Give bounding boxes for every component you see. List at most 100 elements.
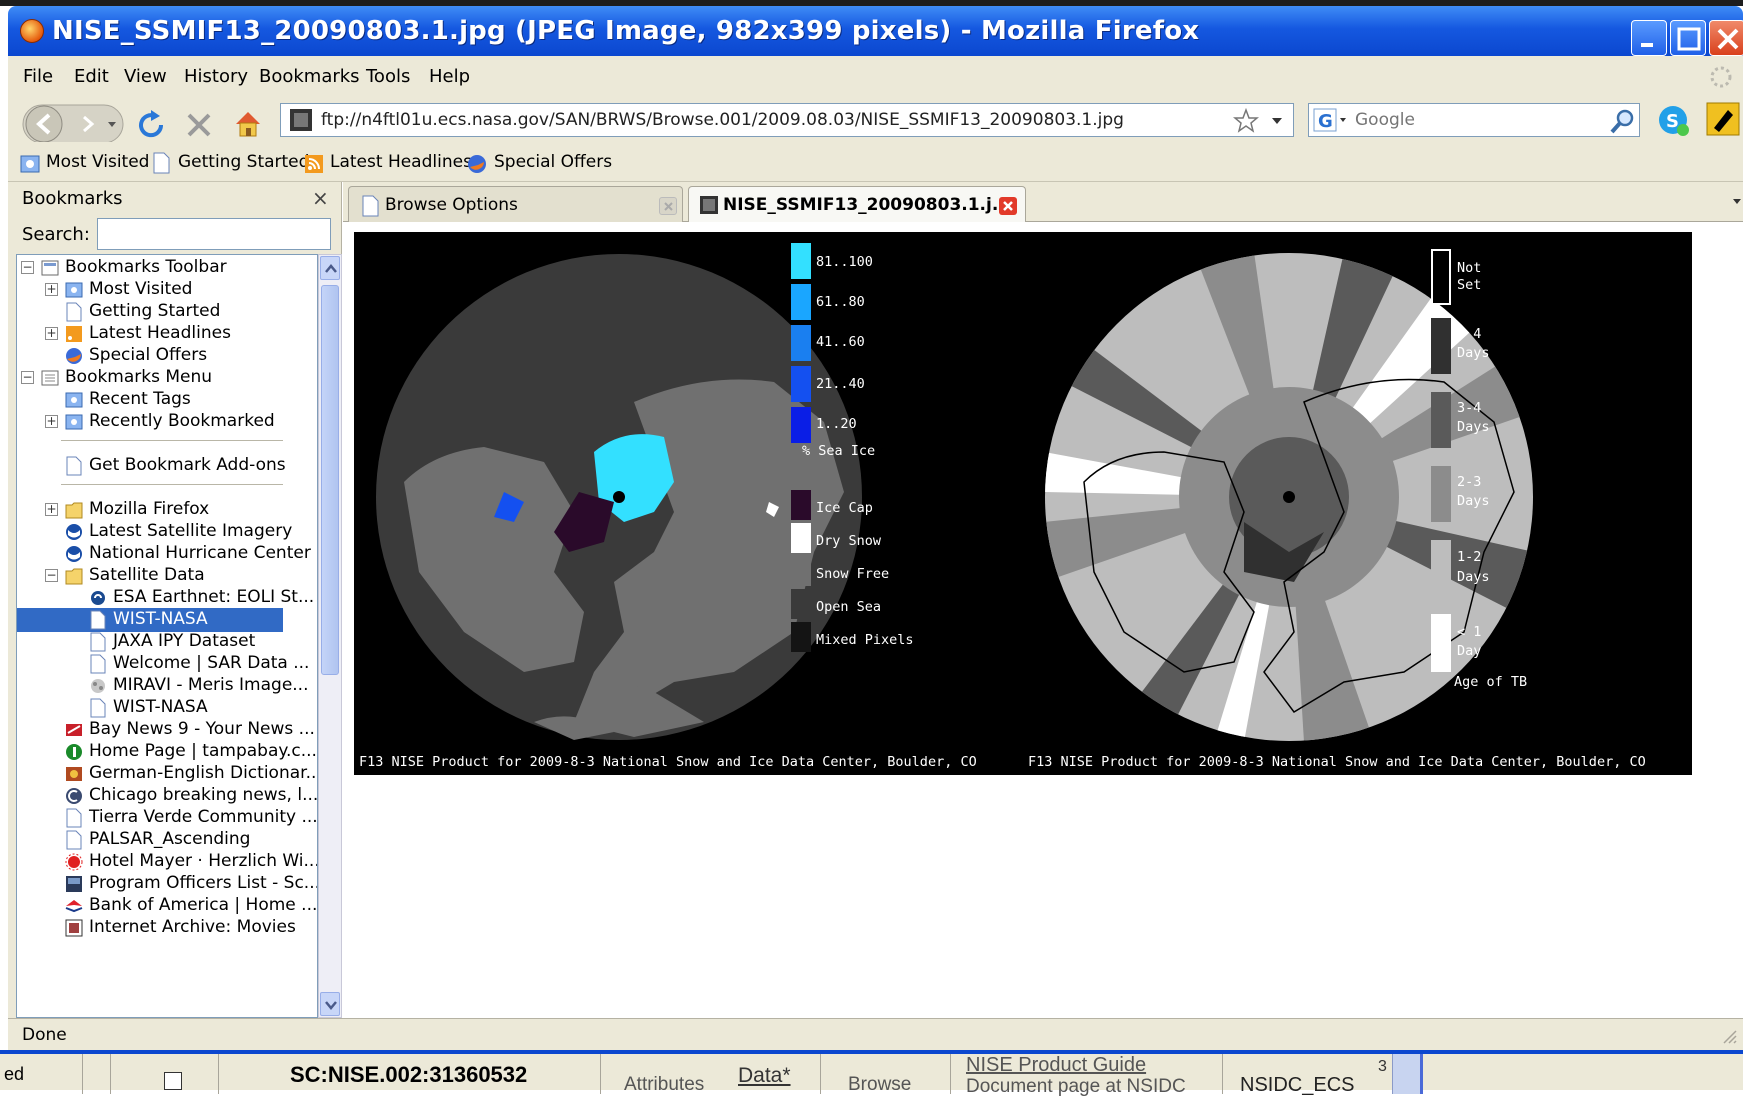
tree-item-national-hurricane-center[interactable]: National Hurricane Center — [17, 542, 317, 566]
tab-close-icon[interactable] — [999, 197, 1017, 215]
legend-label-ice-cap: Ice Cap — [816, 500, 873, 516]
search-engine-google-icon[interactable]: G — [1313, 108, 1349, 134]
bookmark-latest-headlines[interactable]: Latest Headlines — [330, 152, 472, 172]
window-title: NISE_SSMIF13_20090803.1.jpg (JPEG Image,… — [52, 16, 1200, 46]
tree-item-program-officers[interactable]: Program Officers List - Sc... — [17, 872, 317, 896]
smart-folder-icon — [65, 414, 83, 430]
menu-view[interactable]: View — [124, 66, 167, 87]
address-bar[interactable]: ftp://n4ftl01u.ecs.nasa.gov/SAN/BRWS/Bro… — [280, 103, 1294, 137]
tree-item-chicago-breaking-news[interactable]: Chicago breaking news, l... — [17, 784, 317, 808]
bookmark-special-offers[interactable]: Special Offers — [494, 152, 613, 172]
attributes-link[interactable]: Attributes — [624, 1074, 705, 1095]
tree-item-satellite-data[interactable]: − Satellite Data — [17, 564, 317, 588]
bookmark-most-visited[interactable]: Most Visited — [46, 152, 150, 172]
tree-item-miravi[interactable]: MIRAVI - Meris Image... — [17, 674, 317, 698]
minimize-button[interactable] — [1631, 20, 1667, 56]
tree-item-palsar-ascending[interactable]: PALSAR_Ascending — [17, 828, 317, 852]
folder-icon — [65, 502, 83, 519]
tab-browse-options[interactable]: Browse Options — [348, 186, 683, 222]
title-bar[interactable]: NISE_SSMIF13_20090803.1.jpg (JPEG Image,… — [8, 6, 1743, 56]
svg-text:S: S — [1666, 111, 1679, 132]
url-history-dropdown-icon[interactable] — [1271, 116, 1283, 126]
tree-item-internet-archive[interactable]: Internet Archive: Movies — [17, 916, 317, 940]
menu-help[interactable]: Help — [429, 66, 471, 87]
nise-jpeg-image: 81..100 61..80 41..60 21..40 1..20 % Sea… — [354, 232, 1692, 775]
tree-item-bay-news-9[interactable]: Bay News 9 - Your News ... — [17, 718, 317, 742]
legend-swatch-21-40 — [791, 366, 811, 402]
tree-item-tierra-verde[interactable]: Tierra Verde Community ... — [17, 806, 317, 830]
search-bar[interactable]: G — [1308, 103, 1640, 137]
expand-icon[interactable]: + — [45, 326, 58, 340]
legend-label-dry-snow: Dry Snow — [816, 533, 882, 549]
tree-item-latest-satellite-imagery[interactable]: Latest Satellite Imagery — [17, 520, 317, 544]
tree-item-recent-tags[interactable]: Recent Tags — [17, 388, 317, 412]
bookmark-getting-started[interactable]: Getting Started — [178, 152, 310, 172]
back-forward-buttons[interactable] — [22, 102, 130, 148]
scroll-thumb[interactable] — [321, 285, 339, 675]
tree-item-recently-bookmarked[interactable]: + Recently Bookmarked — [17, 410, 317, 434]
sidebar-search-input[interactable] — [97, 218, 331, 250]
expand-icon[interactable]: + — [45, 414, 58, 428]
tree-item-bank-of-america[interactable]: Bank of America | Home ... — [17, 894, 317, 918]
tree-item-welcome-sar-data[interactable]: Welcome | SAR Data ... — [17, 652, 317, 676]
tab-nise-image[interactable]: NISE_SSMIF13_20090803.1.j... — [688, 186, 1026, 223]
tree-item-wist-nasa-selected[interactable]: WIST-NASA — [17, 608, 283, 632]
tree-separator — [61, 440, 283, 441]
sidebar-scrollbar[interactable] — [318, 254, 342, 1018]
tree-item-latest-headlines[interactable]: + Latest Headlines — [17, 322, 317, 346]
tree-item-get-bookmark-addons[interactable]: Get Bookmark Add-ons — [17, 454, 317, 478]
tree-item-special-offers[interactable]: Special Offers — [17, 344, 317, 368]
tree-item-getting-started[interactable]: Getting Started — [17, 300, 317, 324]
tree-item-hotel-mayer[interactable]: Hotel Mayer · Herzlich Wi... — [17, 850, 317, 874]
legend-label-2-3-days-1: 2-3 — [1457, 474, 1482, 490]
menu-history[interactable]: History — [184, 66, 249, 87]
collapse-icon[interactable]: − — [21, 370, 34, 384]
nise-product-guide-link[interactable]: NISE Product Guide — [966, 1054, 1147, 1076]
row-checkbox[interactable] — [164, 1072, 182, 1090]
tree-item-german-english-dictionary[interactable]: German-English Dictionar... — [17, 762, 317, 786]
search-input[interactable] — [1353, 108, 1603, 132]
tab-list-dropdown-icon[interactable] — [1731, 196, 1743, 208]
scroll-up-button[interactable] — [320, 256, 340, 280]
close-window-button[interactable] — [1709, 20, 1743, 56]
expand-icon[interactable]: + — [45, 282, 58, 296]
home-icon[interactable] — [232, 108, 264, 140]
tree-item-bookmarks-toolbar[interactable]: − Bookmarks Toolbar — [17, 256, 317, 280]
tree-item-tampabay[interactable]: Home Page | tampabay.c... — [17, 740, 317, 764]
data-link[interactable]: Data* — [738, 1064, 791, 1087]
resize-grip-icon[interactable] — [1720, 1027, 1738, 1045]
maximize-button[interactable] — [1670, 20, 1706, 56]
menu-bookmarks[interactable]: Bookmarks — [259, 66, 360, 87]
browse-link[interactable]: Browse — [848, 1074, 912, 1095]
menu-tools[interactable]: Tools — [366, 66, 411, 87]
menu-edit[interactable]: Edit — [74, 66, 109, 87]
close-icon — [1003, 201, 1013, 211]
site-favicon-icon — [290, 109, 312, 131]
scroll-down-button[interactable] — [320, 992, 340, 1016]
tree-item-wist-nasa[interactable]: WIST-NASA — [17, 696, 317, 720]
tree-item-label: Hotel Mayer · Herzlich Wi... — [89, 851, 318, 871]
menu-file[interactable]: File — [23, 66, 54, 87]
tree-item-most-visited[interactable]: + Most Visited — [17, 278, 317, 302]
reload-icon[interactable] — [136, 108, 168, 142]
skype-icon[interactable]: S — [1655, 102, 1691, 138]
collapse-icon[interactable]: − — [45, 568, 58, 582]
stop-icon[interactable] — [184, 110, 214, 140]
tree-item-esa-earthnet[interactable]: ESA Earthnet: EOLI St... — [17, 586, 317, 610]
extension-pen-icon[interactable] — [1706, 102, 1740, 138]
smart-folder-icon — [65, 282, 83, 298]
menu-bar: File Edit View History Bookmarks Tools H… — [8, 56, 1743, 98]
tree-item-jaxa-ipy[interactable]: JAXA IPY Dataset — [17, 630, 317, 654]
sidebar-close-icon[interactable]: × — [312, 186, 329, 210]
url-text[interactable]: ftp://n4ftl01u.ecs.nasa.gov/SAN/BRWS/Bro… — [321, 110, 1124, 130]
bookmark-star-icon[interactable] — [1233, 108, 1259, 134]
tree-item-label: Tierra Verde Community ... — [89, 807, 318, 827]
tree-item-mozilla-firefox[interactable]: + Mozilla Firefox — [17, 498, 317, 522]
tab-close-icon[interactable] — [659, 197, 677, 215]
sea-ice-extent-map — [376, 254, 862, 740]
bottom-scrollbar[interactable] — [1392, 1054, 1420, 1094]
expand-icon[interactable]: + — [45, 502, 58, 516]
search-icon[interactable] — [1609, 107, 1637, 135]
tree-item-bookmarks-menu[interactable]: − Bookmarks Menu — [17, 366, 317, 390]
collapse-icon[interactable]: − — [21, 260, 34, 274]
